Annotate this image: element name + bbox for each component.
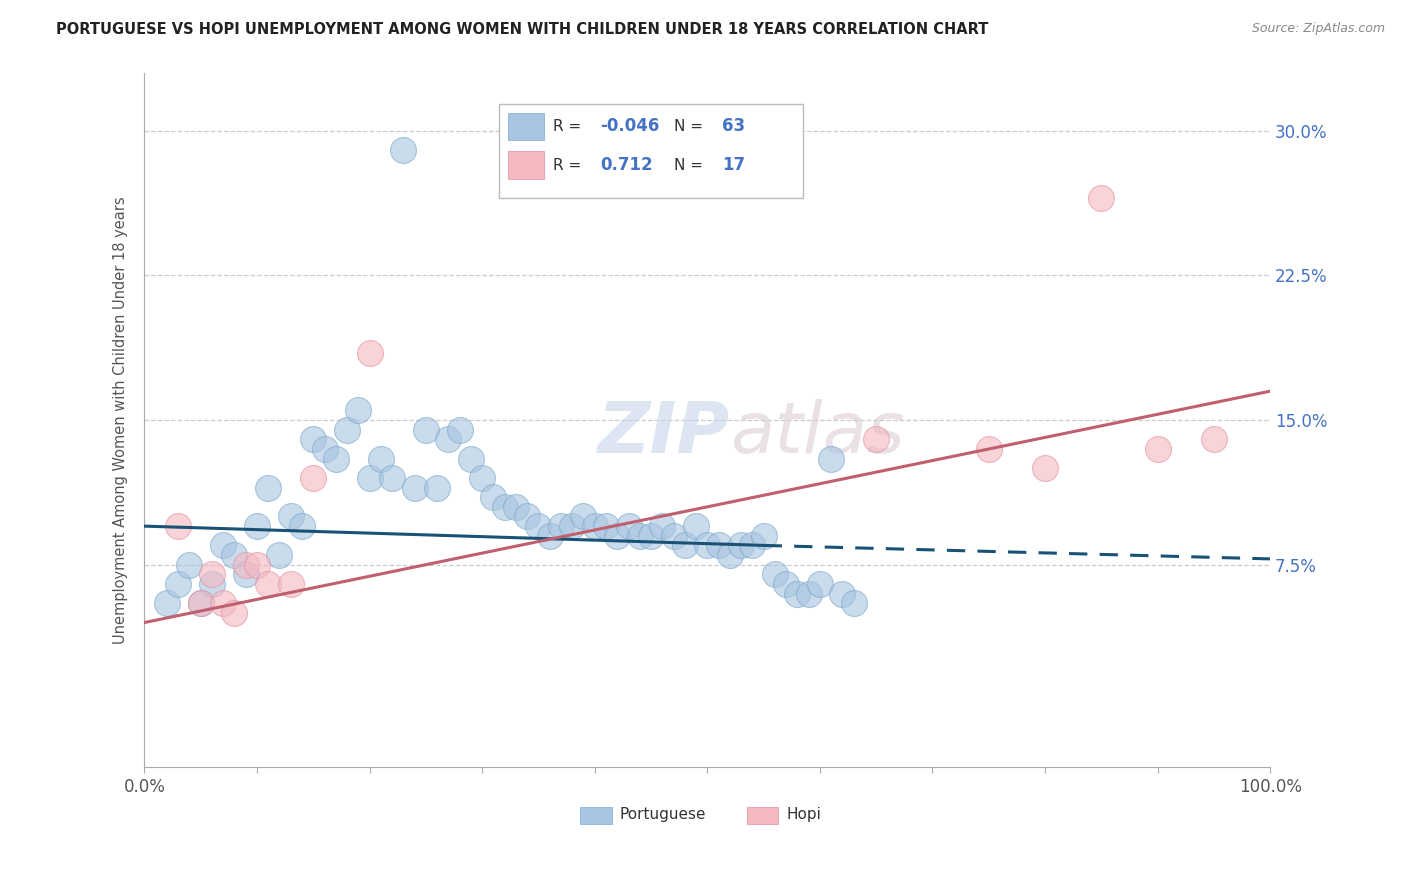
Point [730,538,752,552]
Point [347,403,370,417]
Point [190,596,212,610]
Point [235,567,257,582]
Text: -0.046: -0.046 [600,118,659,136]
Point [505,500,527,514]
Point [696,538,718,552]
Point [741,538,763,552]
Point [224,548,246,562]
Point [426,481,449,495]
Text: ZIP: ZIP [598,400,730,468]
Point [460,451,482,466]
Point [336,423,359,437]
Text: 63: 63 [721,118,745,136]
Point [449,423,471,437]
Point [707,538,730,552]
Text: N =: N = [673,119,707,134]
Point [257,577,280,591]
Point [1033,461,1056,475]
Text: atlas: atlas [730,400,904,468]
Point [370,451,392,466]
Point [494,500,516,514]
Point [865,433,887,447]
Text: Source: ZipAtlas.com: Source: ZipAtlas.com [1251,22,1385,36]
Point [212,538,235,552]
Point [302,433,325,447]
Text: 17: 17 [721,156,745,174]
Point [842,596,865,610]
Point [257,481,280,495]
FancyBboxPatch shape [499,104,803,198]
Point [212,596,235,610]
Point [640,529,662,543]
Point [628,529,651,543]
Point [763,567,786,582]
Point [224,606,246,620]
Point [977,442,1000,456]
Point [246,519,269,533]
Point [167,519,190,533]
FancyBboxPatch shape [508,152,544,179]
Text: Hopi: Hopi [786,807,821,822]
Point [302,471,325,485]
Point [325,451,347,466]
Point [831,586,853,600]
Point [820,451,842,466]
Text: R =: R = [553,119,586,134]
Point [583,519,606,533]
Point [673,538,696,552]
Point [314,442,336,456]
Point [662,529,685,543]
Point [246,558,269,572]
Point [235,558,257,572]
Point [651,519,673,533]
Point [392,143,415,157]
Point [516,509,538,524]
Point [190,596,212,610]
Point [201,577,224,591]
Point [1090,191,1112,205]
Point [617,519,640,533]
Point [752,529,775,543]
Point [685,519,707,533]
Point [201,567,224,582]
Text: PORTUGUESE VS HOPI UNEMPLOYMENT AMONG WOMEN WITH CHILDREN UNDER 18 YEARS CORRELA: PORTUGUESE VS HOPI UNEMPLOYMENT AMONG WO… [56,22,988,37]
Point [550,519,572,533]
Point [359,471,381,485]
Point [538,529,561,543]
Point [471,471,494,485]
Point [280,577,302,591]
Point [156,596,179,610]
Point [415,423,437,437]
FancyBboxPatch shape [508,112,544,140]
Text: 0.712: 0.712 [600,156,652,174]
Point [280,509,302,524]
Point [561,519,583,533]
Point [527,519,550,533]
Point [718,548,741,562]
Point [797,586,820,600]
Text: R =: R = [553,158,586,173]
Text: N =: N = [673,158,707,173]
Point [808,577,831,591]
Text: Portuguese: Portuguese [620,807,706,822]
Point [595,519,617,533]
Point [179,558,201,572]
FancyBboxPatch shape [747,806,779,824]
Y-axis label: Unemployment Among Women with Children Under 18 years: Unemployment Among Women with Children U… [114,196,128,644]
Point [775,577,797,591]
Point [1202,433,1225,447]
FancyBboxPatch shape [581,806,612,824]
Point [1146,442,1168,456]
Point [269,548,291,562]
Point [291,519,314,533]
Point [167,577,190,591]
Point [437,433,460,447]
Point [359,345,381,359]
Point [482,490,505,504]
Point [786,586,808,600]
Point [404,481,426,495]
Point [381,471,404,485]
Point [572,509,595,524]
Point [606,529,628,543]
